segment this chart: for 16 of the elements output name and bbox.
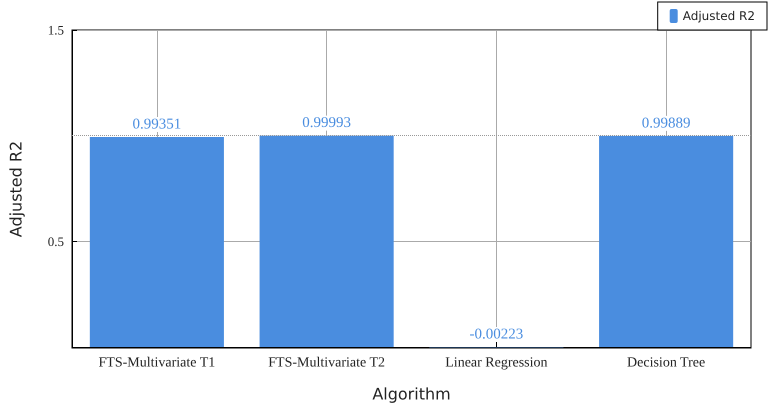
data-label: -0.00223 [470, 326, 524, 342]
x-tick-label: Linear Regression [445, 356, 548, 370]
x-tick-label: FTS-Multivariate T1 [98, 356, 216, 370]
data-label: 0.99993 [302, 115, 351, 132]
bar [260, 136, 394, 347]
x-tick-label: FTS-Multivariate T2 [268, 356, 386, 370]
y-tick-label: 0.5 [48, 234, 64, 249]
data-label: 0.99351 [132, 116, 182, 133]
y-tick-label: 1.5 [48, 22, 64, 38]
y-axis-title: Adjusted R2 [6, 140, 26, 238]
data-label: 0.99889 [642, 115, 690, 132]
bar [599, 136, 734, 347]
legend-label: Adjusted R2 [682, 9, 756, 23]
bar [90, 137, 224, 347]
x-axis-title: Algorithm [372, 384, 451, 404]
x-tick-label: Decision Tree [627, 356, 706, 370]
